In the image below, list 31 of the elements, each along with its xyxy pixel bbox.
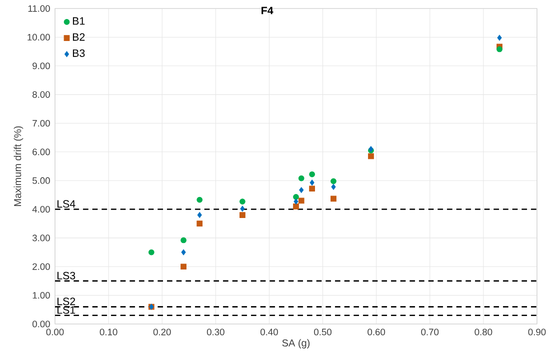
- y-tick-label: 6.00: [32, 148, 50, 156]
- x-tick-label: 0.30: [206, 328, 224, 336]
- legend-label: B2: [72, 33, 85, 41]
- x-axis-title: SA (g): [282, 339, 310, 348]
- y-tick-label: 0.00: [32, 320, 50, 328]
- x-tick-label: 0.70: [421, 328, 439, 336]
- x-tick-label: 0.20: [153, 328, 171, 336]
- y-axis-title: Maximum drift (%): [14, 126, 24, 206]
- y-tick-label: 4.00: [32, 206, 50, 213]
- x-tick-label: 0.80: [474, 328, 492, 336]
- legend-label: B1: [72, 17, 85, 25]
- y-tick-label: 5.00: [32, 177, 50, 184]
- x-tick-label: 0.60: [368, 328, 386, 336]
- ref-line-label: LS3: [57, 272, 76, 280]
- y-tick-label: 10.00: [28, 34, 50, 40]
- x-tick-label: 0.90: [528, 328, 546, 336]
- y-tick-label: 11.00: [28, 5, 50, 12]
- legend-label: B3: [72, 49, 85, 57]
- x-tick-label: 0.40: [260, 328, 278, 336]
- ref-line-label: LS2: [57, 298, 76, 306]
- y-tick-label: 3.00: [32, 234, 50, 242]
- chart-title: F4: [262, 6, 274, 14]
- y-tick-label: 8.00: [32, 91, 50, 98]
- y-tick-label: 2.00: [32, 263, 50, 270]
- x-tick-label: 0.10: [100, 328, 118, 336]
- x-tick-label: 0.00: [46, 328, 64, 336]
- ref-line-label: LS4: [57, 200, 76, 208]
- y-tick-label: 9.00: [32, 62, 50, 70]
- y-tick-label: 1.00: [32, 292, 50, 299]
- y-tick-label: 7.00: [32, 120, 50, 127]
- x-tick-label: 0.50: [314, 328, 332, 336]
